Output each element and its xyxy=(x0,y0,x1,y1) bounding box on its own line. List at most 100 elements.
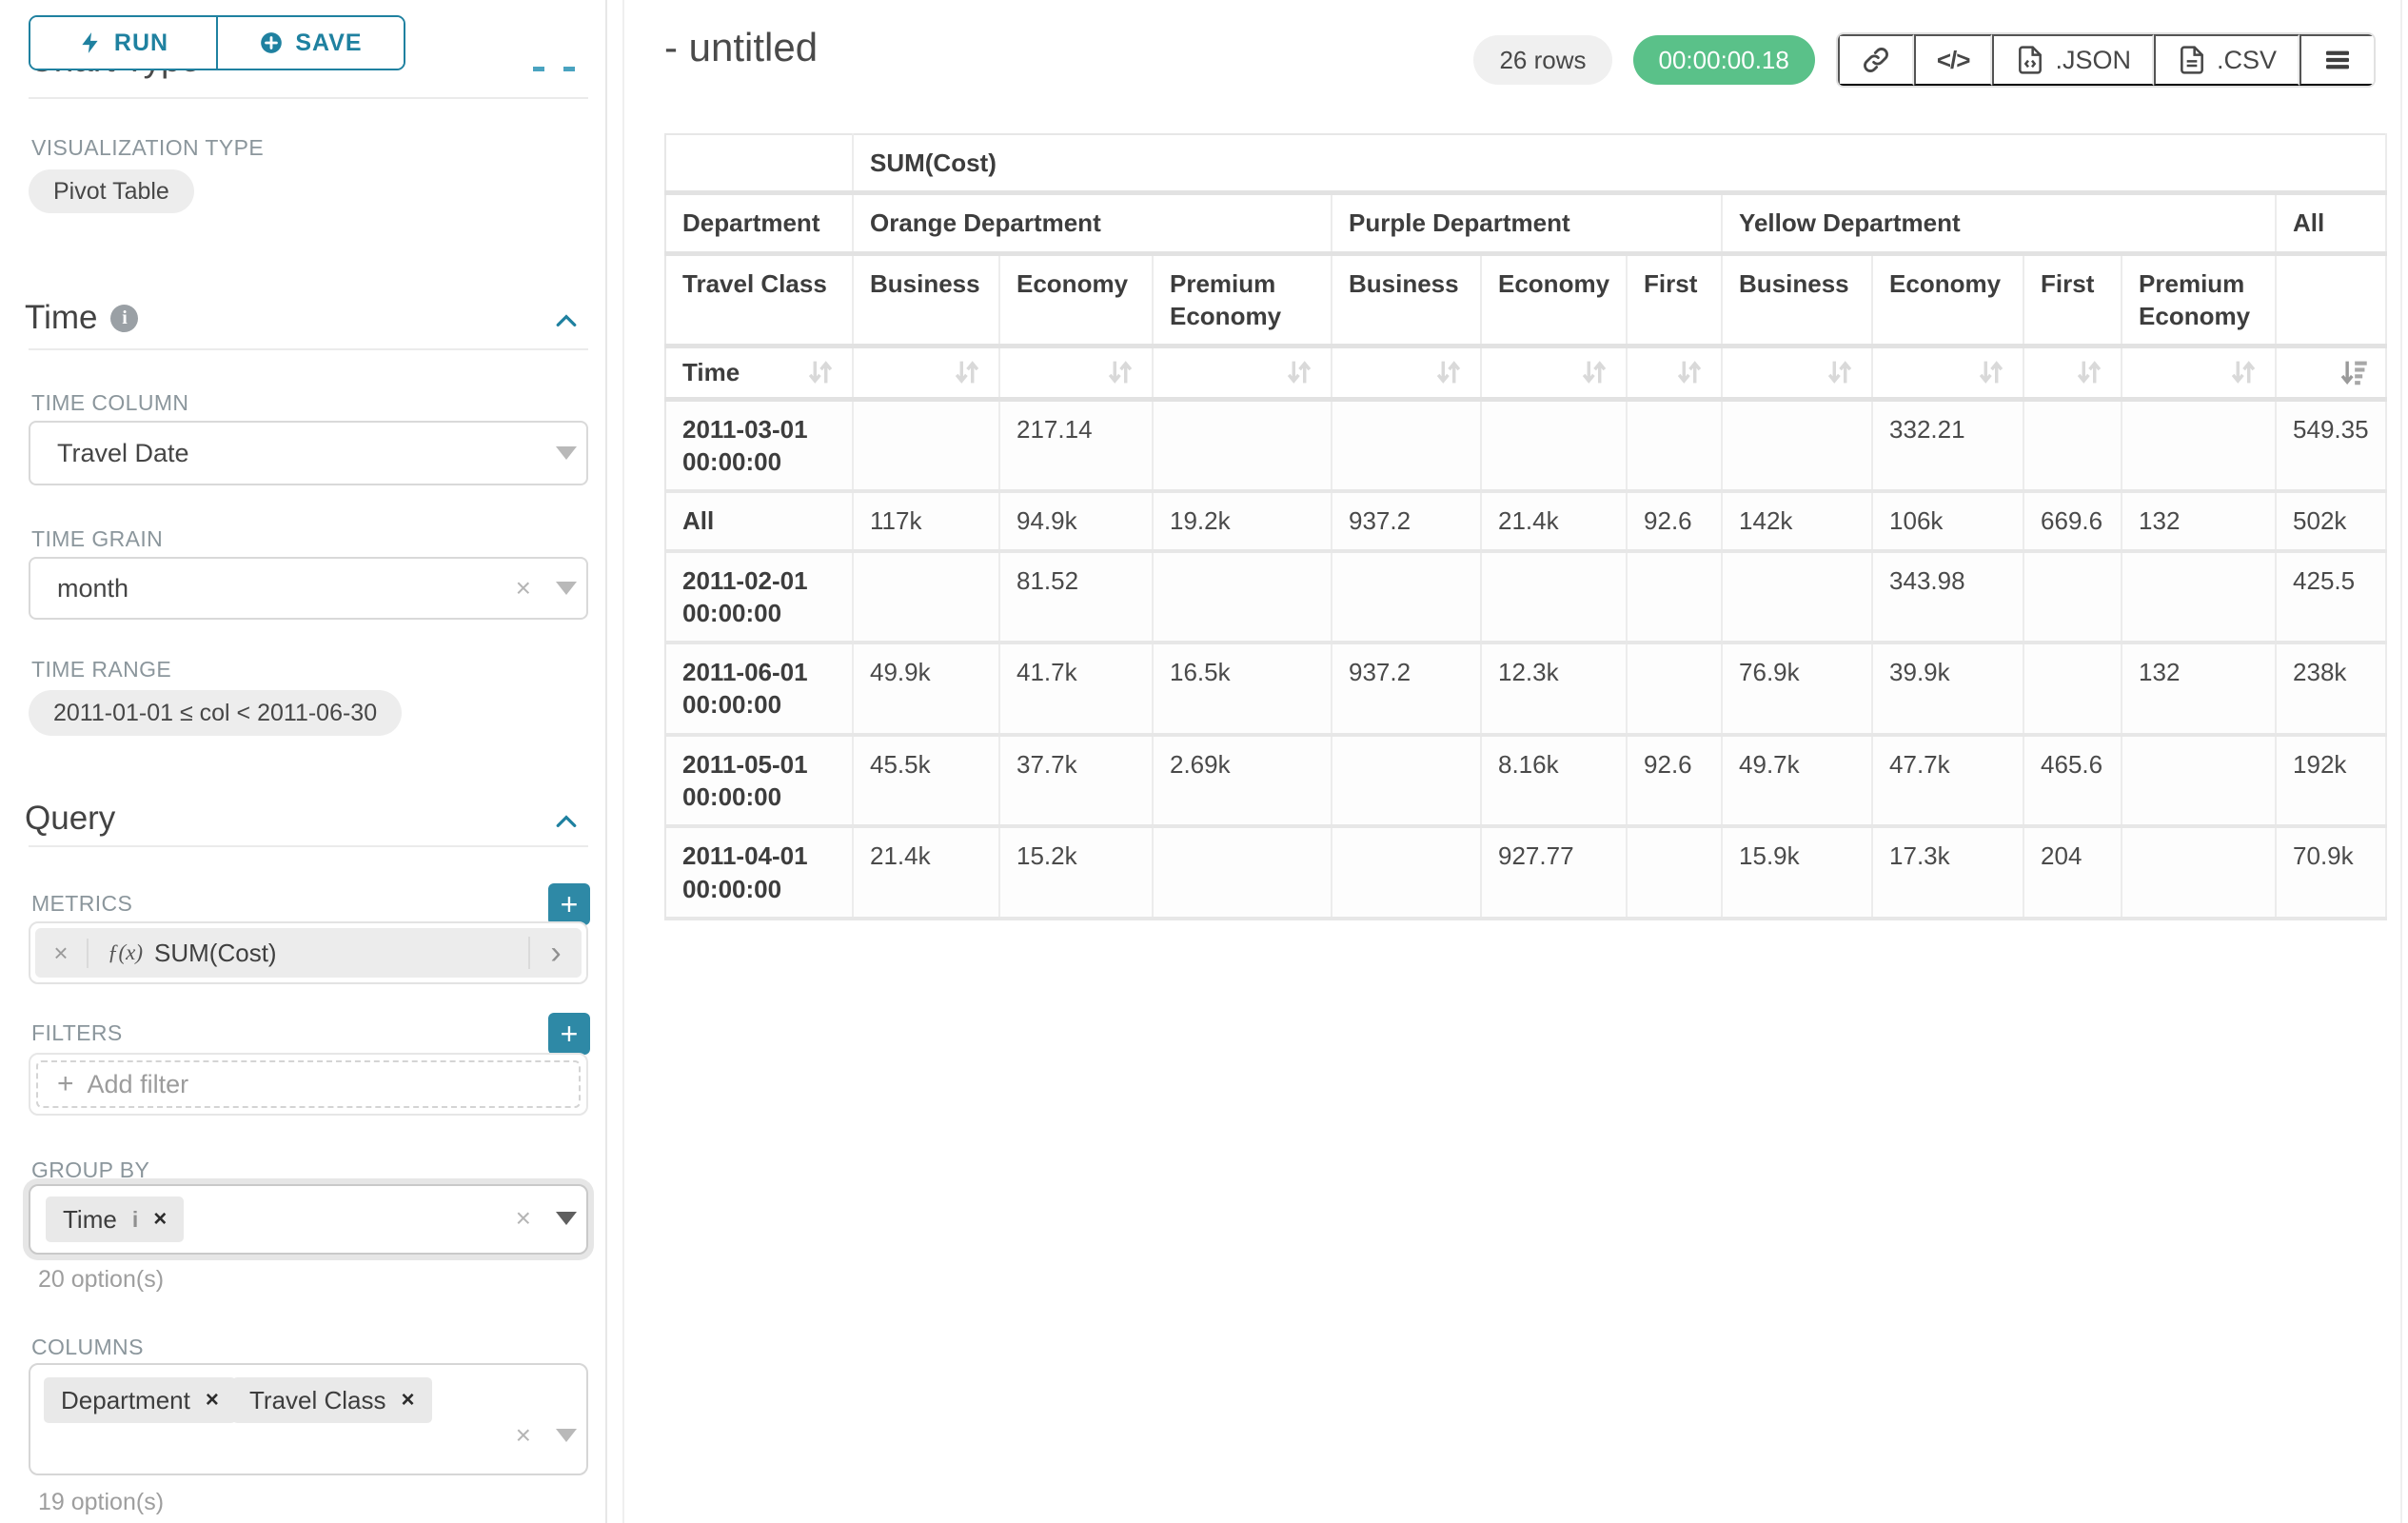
table-cell xyxy=(1627,550,1724,645)
table-cell xyxy=(853,550,1000,645)
clear-icon[interactable]: × xyxy=(515,1203,531,1233)
table-cell: 465.6 xyxy=(2023,734,2123,829)
table-cell xyxy=(1153,826,1332,920)
sort-header xyxy=(1481,346,1628,402)
row-header: 2011-04-01 00:00:00 xyxy=(665,826,854,920)
columns-options-count: 19 option(s) xyxy=(38,1489,165,1515)
time-grain-select[interactable]: month × xyxy=(29,557,588,620)
time-column-select[interactable]: Travel Date xyxy=(29,421,588,485)
group-by-select[interactable]: Time i × × xyxy=(29,1184,588,1255)
column-group-header: All xyxy=(2276,192,2387,256)
add-filter-plus-button[interactable]: + xyxy=(548,1013,590,1055)
metric-pill[interactable]: × ƒ(x) SUM(Cost) › xyxy=(35,928,582,978)
chevron-down-icon[interactable] xyxy=(556,582,577,595)
columns-tag[interactable]: Department × xyxy=(44,1377,236,1423)
sort-icon[interactable] xyxy=(2074,357,2104,387)
chart-title[interactable]: - untitled xyxy=(664,25,819,69)
time-column-label: TIME COLUMN xyxy=(31,390,189,415)
group-by-tag[interactable]: Time i × xyxy=(46,1197,185,1242)
sort-icon[interactable] xyxy=(1976,357,2006,387)
export-csv-button[interactable]: .CSV xyxy=(2153,34,2299,86)
visualization-type-pill[interactable]: Pivot Table xyxy=(29,169,194,213)
run-button[interactable]: RUN xyxy=(30,17,216,69)
row-header: 2011-02-01 00:00:00 xyxy=(665,550,854,645)
clear-icon[interactable]: × xyxy=(515,1420,531,1450)
table-row: 2011-06-01 00:00:00 49.9k 41.7k 16.5k 93… xyxy=(665,643,2387,737)
table-cell: 669.6 xyxy=(2023,491,2123,553)
remove-tag-icon[interactable]: × xyxy=(153,1206,168,1232)
chevron-up-icon[interactable] xyxy=(552,807,581,836)
table-cell xyxy=(1332,399,1482,494)
table-cell: 132 xyxy=(2122,491,2278,553)
table-row: 2011-02-01 00:00:00 81.52 343.98 425.5 xyxy=(665,550,2387,645)
sort-icon[interactable] xyxy=(2228,357,2259,387)
group-by-tag-label: Time xyxy=(63,1204,117,1234)
clipped-icon-fragment xyxy=(533,67,544,71)
sort-icon[interactable] xyxy=(1674,357,1705,387)
table-cell: 76.9k xyxy=(1722,643,1874,737)
sort-icon[interactable] xyxy=(1825,357,1855,387)
column-header: First xyxy=(1627,253,1724,349)
table-cell: 41.7k xyxy=(999,643,1154,737)
save-button[interactable]: SAVE xyxy=(216,17,404,69)
columns-tag[interactable]: Travel Class × xyxy=(232,1377,432,1423)
table-cell: 117k xyxy=(853,491,1000,553)
add-filter-button[interactable]: + Add filter xyxy=(36,1060,581,1108)
sort-icon[interactable] xyxy=(952,357,982,387)
table-cell: 94.9k xyxy=(999,491,1154,553)
chevron-down-icon[interactable] xyxy=(556,1429,577,1442)
share-link-button[interactable] xyxy=(1837,34,1914,86)
query-section-header[interactable]: Query xyxy=(25,800,115,838)
clear-icon[interactable]: × xyxy=(515,573,531,603)
expand-metric-icon[interactable]: › xyxy=(528,937,582,969)
info-icon[interactable]: i xyxy=(110,304,139,332)
column-header xyxy=(2276,253,2387,349)
table-cell: 238k xyxy=(2276,643,2387,737)
run-save-button-group: RUN SAVE xyxy=(29,15,405,70)
sort-icon[interactable] xyxy=(1579,357,1609,387)
filters-container: + Add filter xyxy=(29,1053,588,1116)
sidebar-divider[interactable] xyxy=(605,0,607,1523)
sort-icon[interactable] xyxy=(1284,357,1314,387)
sort-header xyxy=(1627,346,1724,402)
chevron-down-icon[interactable] xyxy=(556,446,577,460)
table-cell: 70.9k xyxy=(2276,826,2387,920)
sort-icon[interactable] xyxy=(805,357,836,387)
sort-icon[interactable] xyxy=(1105,357,1135,387)
export-json-button[interactable]: .JSON xyxy=(1992,34,2154,86)
remove-metric-icon[interactable]: × xyxy=(35,938,89,968)
row-header: 2011-06-01 00:00:00 xyxy=(665,643,854,737)
chevron-up-icon[interactable] xyxy=(552,307,581,335)
columns-select[interactable]: Department × Travel Class × × xyxy=(29,1363,588,1475)
table-cell: 927.77 xyxy=(1481,826,1628,920)
time-section-header[interactable]: Time i xyxy=(25,299,139,337)
add-metric-button[interactable]: + xyxy=(548,883,590,925)
col-dimension-label: Travel Class xyxy=(665,253,854,349)
group-by-options-count: 20 option(s) xyxy=(38,1266,165,1293)
query-section-title: Query xyxy=(25,800,116,837)
sort-icon[interactable] xyxy=(1433,357,1464,387)
column-header: Premium Economy xyxy=(2122,253,2278,349)
file-code-icon xyxy=(2019,46,2043,74)
remove-tag-icon[interactable]: × xyxy=(205,1387,219,1413)
table-cell: 47.7k xyxy=(1872,734,2025,829)
table-cell xyxy=(2023,399,2123,494)
time-range-pill[interactable]: 2011-01-01 ≤ col < 2011-06-30 xyxy=(29,690,403,736)
table-cell: 19.2k xyxy=(1153,491,1332,553)
menu-button[interactable] xyxy=(2299,34,2374,86)
sort-desc-icon[interactable] xyxy=(2339,357,2369,387)
table-cell xyxy=(1481,399,1628,494)
chevron-down-icon[interactable] xyxy=(556,1212,577,1225)
table-row: All 117k 94.9k 19.2k 937.2 21.4k 92.6 14… xyxy=(665,491,2387,553)
table-cell: 49.7k xyxy=(1722,734,1874,829)
column-header: Premium Economy xyxy=(1153,253,1332,349)
table-cell: 21.4k xyxy=(853,826,1000,920)
sort-header xyxy=(2122,346,2278,402)
sort-header xyxy=(1872,346,2025,402)
info-icon[interactable]: i xyxy=(131,1206,139,1232)
remove-tag-icon[interactable]: × xyxy=(401,1387,415,1413)
view-query-button[interactable]: </> xyxy=(1913,34,1993,86)
table-cell xyxy=(1627,643,1724,737)
table-cell xyxy=(1627,399,1724,494)
